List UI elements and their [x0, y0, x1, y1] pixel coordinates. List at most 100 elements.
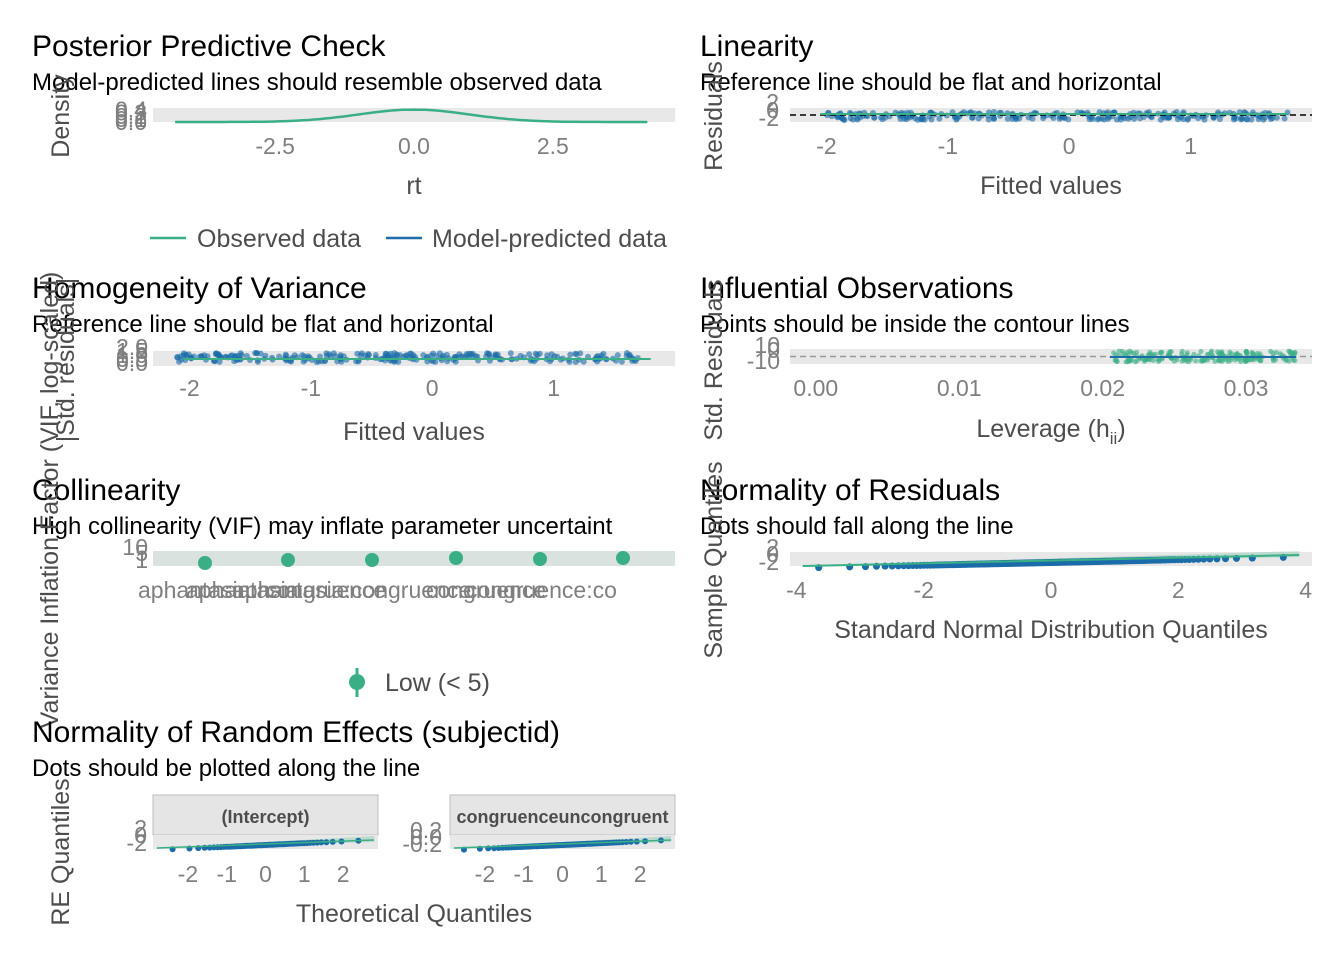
observed-data-line — [175, 108, 648, 124]
data-point — [1250, 350, 1256, 356]
data-point — [1184, 116, 1191, 123]
y-tick-label: 0.0 — [410, 824, 442, 850]
y-tick-label: 0 — [767, 337, 780, 363]
data-point — [1186, 359, 1191, 365]
data-point — [906, 114, 913, 121]
x-tick-label: 0.01 — [937, 375, 982, 401]
x-tick-label: 0.00 — [793, 375, 838, 401]
data-point — [600, 350, 607, 357]
data-point — [463, 351, 470, 358]
x-axis-title-main: Leverage (h — [976, 415, 1109, 443]
data-point — [1153, 351, 1158, 357]
x-tick-label: -1 — [513, 861, 533, 887]
data-point — [517, 352, 524, 359]
chart-subtitle: Reference line should be flat and horizo… — [700, 69, 1162, 96]
vif-point — [198, 556, 212, 570]
data-point — [1209, 348, 1215, 354]
y-tick-label: 1 — [135, 547, 148, 573]
data-point — [850, 116, 856, 123]
vif-point — [365, 553, 379, 567]
x-tick-label: -4 — [786, 577, 807, 603]
x-tick-label: 0.03 — [1224, 375, 1269, 401]
chart-subtitle: Points should be inside the contour line… — [700, 311, 1130, 338]
data-point — [1286, 348, 1292, 354]
data-point — [936, 115, 943, 122]
x-tick-label: 0 — [259, 861, 272, 887]
chart-subtitle: Model-predicted lines should resemble ob… — [32, 69, 602, 96]
y-tick-label: 2 — [766, 89, 779, 115]
data-point — [469, 352, 476, 359]
data-point — [1147, 349, 1153, 355]
x-tick-label: -1 — [301, 375, 321, 401]
x-axis-title: Fitted values — [980, 172, 1122, 200]
x-tick-label: 0 — [556, 861, 569, 887]
chart-title: Normality of Random Effects (subjectid) — [32, 716, 560, 749]
y-tick-label: 0 — [766, 541, 779, 567]
data-point — [432, 358, 439, 365]
reference-line — [802, 554, 1300, 567]
data-point — [834, 114, 841, 121]
data-point — [1089, 116, 1096, 122]
data-point — [1125, 115, 1132, 122]
data-point — [1248, 116, 1255, 123]
data-point — [985, 116, 992, 123]
data-point — [975, 115, 982, 122]
data-point — [1252, 356, 1257, 362]
x-tick-label: 0.02 — [1080, 375, 1125, 401]
data-point — [1216, 116, 1223, 123]
data-point — [484, 350, 491, 357]
plot-panel — [153, 108, 675, 122]
data-point — [1119, 348, 1125, 354]
y-axis-title: Density — [47, 74, 75, 158]
x-tick-label: congruence:co — [466, 577, 617, 603]
x-tick-label: -2 — [179, 375, 199, 401]
data-point — [1243, 359, 1249, 365]
data-point — [1127, 348, 1133, 354]
data-point — [420, 352, 427, 359]
y-tick-label: 0.5 — [116, 346, 148, 372]
data-point — [456, 351, 463, 358]
data-point — [243, 353, 250, 359]
y-tick-label: 10 — [754, 332, 780, 358]
x-tick-label: 0.0 — [398, 133, 430, 159]
data-point — [1061, 115, 1068, 121]
data-point — [1016, 115, 1023, 122]
x-tick-label: 2 — [337, 861, 350, 887]
data-point — [566, 358, 573, 365]
data-point — [394, 352, 401, 359]
x-tick-label: 1 — [595, 861, 608, 887]
data-point — [235, 352, 242, 359]
data-point — [1142, 358, 1147, 364]
y-axis-title: Variance Inflation Factor (VIF, log-scal… — [36, 272, 64, 729]
data-point — [1281, 115, 1288, 122]
data-point — [1292, 350, 1298, 356]
y-tick-label: 2 — [134, 815, 147, 841]
data-point — [526, 351, 533, 358]
y-tick-label: -0.2 — [402, 831, 442, 857]
x-tick-label: 1 — [547, 375, 560, 401]
x-axis-title: rt — [406, 172, 421, 200]
x-tick-label: -1 — [938, 133, 958, 159]
data-point — [567, 351, 574, 358]
y-tick-label: 0.1 — [115, 106, 147, 132]
data-point — [1004, 115, 1011, 122]
data-point — [181, 350, 187, 357]
vif-point — [616, 551, 630, 565]
data-point — [1283, 357, 1289, 363]
chart-subtitle: Dots should be plotted along the line — [32, 755, 420, 782]
data-point — [624, 350, 630, 356]
x-tick-label: -2 — [178, 861, 198, 887]
data-point — [1243, 116, 1250, 123]
data-point — [300, 358, 307, 365]
y-tick-label: -2 — [759, 105, 779, 131]
x-tick-label: aphantasia — [186, 577, 299, 603]
data-point — [580, 358, 587, 365]
data-point — [1201, 116, 1208, 123]
chart-title: Homogeneity of Variance — [32, 272, 367, 305]
x-tick-label: 2.5 — [537, 133, 569, 159]
x-tick-label: aphantasia:congruence — [232, 577, 471, 603]
data-point — [1244, 351, 1250, 357]
reference-line — [156, 839, 375, 849]
data-point — [1157, 116, 1164, 123]
